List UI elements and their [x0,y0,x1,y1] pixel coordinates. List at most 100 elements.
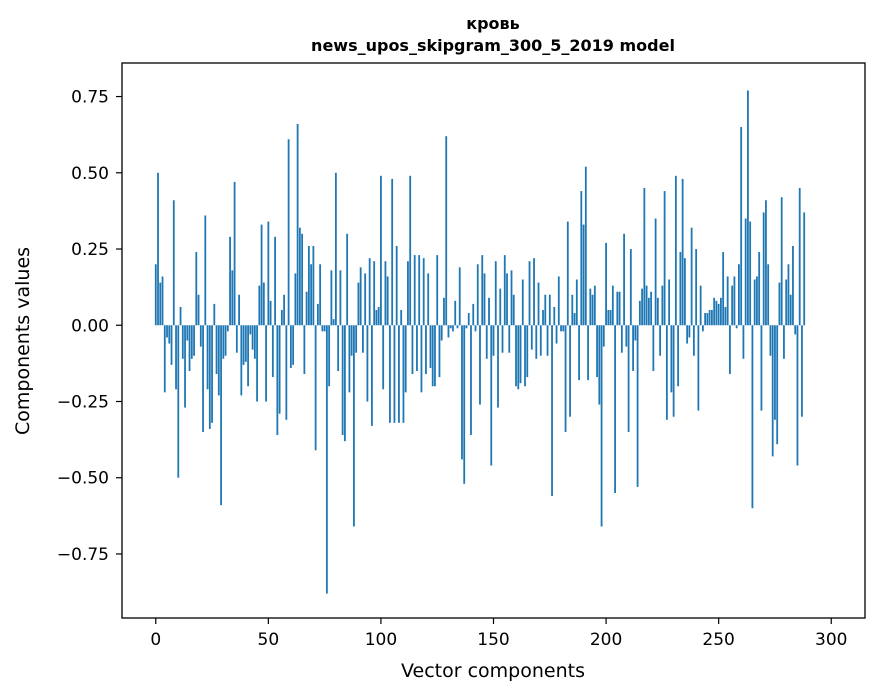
bar-93 [364,273,367,326]
bar-128 [443,297,445,326]
bar-96 [371,325,373,426]
y-tick-label: −0.75 [57,545,109,565]
bar-268 [758,252,761,326]
bar-117 [418,255,421,326]
bar-278 [780,197,783,326]
bar-183 [566,221,569,326]
bar-149 [490,325,493,466]
bar-67 [305,291,308,326]
bar-122 [429,325,432,368]
bar-145 [481,255,484,326]
bar-229 [670,325,673,393]
bar-92 [362,325,364,353]
bar-182 [564,325,567,432]
y-tick-label: 0.50 [71,164,109,184]
bar-15 [188,325,191,371]
bar-5 [166,325,168,338]
bar-79 [332,319,335,326]
bar-198 [600,325,603,527]
bar-72 [316,303,319,326]
bar-103 [386,276,389,326]
bar-102 [384,261,387,326]
bar-32 [226,325,229,332]
bar-148 [488,297,490,326]
bar-248 [713,297,716,326]
bar-154 [501,325,504,353]
bar-10 [177,325,180,478]
bar-243 [701,325,704,332]
bar-124 [434,325,436,387]
bar-216 [641,288,643,326]
bar-88 [353,325,355,527]
bar-75 [323,325,326,332]
bar-175 [548,294,551,326]
bar-152 [497,325,499,408]
bar-118 [420,325,423,393]
bar-123 [431,325,434,387]
bar-188 [578,325,580,381]
bar-126 [438,325,441,378]
bar-178 [555,325,558,344]
bar-125 [436,255,439,326]
bar-52 [271,325,274,378]
bar-40 [244,325,247,362]
bar-12 [181,325,184,359]
bar-60 [289,325,292,368]
bar-45 [256,325,258,402]
bar-266 [753,279,756,326]
bar-150 [492,325,495,356]
bar-13 [184,325,186,408]
bar-147 [485,325,488,359]
bar-1 [157,172,159,326]
bar-171 [539,325,542,356]
bar-225 [661,285,664,326]
bar-200 [605,242,607,326]
bar-255 [729,325,731,375]
bar-287 [801,325,803,417]
bar-47 [260,224,263,326]
bar-226 [663,191,666,326]
bar-95 [368,258,371,326]
bar-27 [215,325,218,375]
bar-56 [280,310,283,326]
bar-212 [632,325,634,371]
bar-139 [467,313,470,326]
bar-273 [769,325,772,356]
bar-276 [776,325,779,445]
bar-29 [220,325,222,506]
bar-241 [697,325,700,411]
bar-153 [499,288,502,326]
bar-222 [654,218,657,326]
y-tick-label: 0.00 [71,316,109,336]
bar-6 [168,325,171,344]
bar-251 [720,297,722,326]
bar-191 [584,166,587,326]
bar-23 [206,325,209,390]
bar-62 [294,273,297,326]
bar-234 [681,178,684,326]
bar-186 [573,313,576,326]
bar-108 [398,325,400,423]
bar-281 [787,264,790,326]
bar-239 [692,325,695,356]
bar-185 [571,294,574,326]
bar-242 [699,285,702,326]
bar-142 [474,325,477,332]
bar-4 [163,325,166,393]
bar-76 [325,325,328,594]
bar-211 [629,249,632,326]
bar-144 [479,325,481,405]
bar-271 [765,200,767,326]
bar-137 [463,325,466,484]
bar-86 [348,325,351,393]
bar-195 [593,285,596,326]
bar-31 [224,325,227,356]
bar-3 [161,276,164,326]
bar-179 [557,276,560,326]
bar-224 [659,325,662,356]
bar-163 [521,279,524,326]
bar-209 [625,325,628,347]
bar-253 [724,306,727,326]
bar-206 [618,291,621,326]
bar-11 [179,306,182,326]
